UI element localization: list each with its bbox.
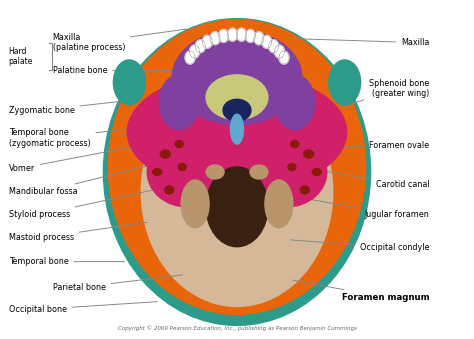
Ellipse shape <box>172 30 302 125</box>
Ellipse shape <box>262 35 272 48</box>
Ellipse shape <box>274 45 284 58</box>
Text: Mastoid process: Mastoid process <box>9 222 147 242</box>
Text: Copyright © 2009 Pearson Education, Inc., publishing as Pearson Benjamin Cumming: Copyright © 2009 Pearson Education, Inc.… <box>118 326 356 331</box>
Ellipse shape <box>103 19 371 325</box>
Ellipse shape <box>275 75 315 129</box>
Ellipse shape <box>195 40 205 53</box>
Ellipse shape <box>288 163 296 171</box>
Ellipse shape <box>301 186 310 194</box>
Ellipse shape <box>291 141 299 147</box>
Ellipse shape <box>210 32 220 45</box>
Text: Foramen magnum: Foramen magnum <box>292 280 429 302</box>
Ellipse shape <box>202 35 212 48</box>
Text: Parietal bone: Parietal bone <box>53 275 182 292</box>
Ellipse shape <box>164 186 173 194</box>
Ellipse shape <box>228 28 237 41</box>
Text: Occipital condyle: Occipital condyle <box>291 240 429 252</box>
Ellipse shape <box>304 150 314 158</box>
Ellipse shape <box>250 165 268 179</box>
Text: Temporal bone
(zygomatic process): Temporal bone (zygomatic process) <box>9 128 133 148</box>
Ellipse shape <box>190 45 200 58</box>
Ellipse shape <box>206 75 268 120</box>
Text: Foramen ovale: Foramen ovale <box>319 141 429 149</box>
Text: Palatine bone: Palatine bone <box>53 66 189 75</box>
Ellipse shape <box>237 28 246 41</box>
Text: Styloid process: Styloid process <box>9 188 160 219</box>
Ellipse shape <box>219 29 228 42</box>
Text: Carotid canal: Carotid canal <box>310 168 429 190</box>
Ellipse shape <box>147 137 227 207</box>
Text: Zygomatic bone: Zygomatic bone <box>9 101 128 115</box>
Ellipse shape <box>254 32 264 45</box>
Ellipse shape <box>128 73 346 192</box>
Ellipse shape <box>246 29 255 42</box>
Text: Temporal bone: Temporal bone <box>9 257 125 266</box>
Text: Vomer: Vomer <box>9 129 228 173</box>
Ellipse shape <box>279 51 289 64</box>
Ellipse shape <box>223 99 251 121</box>
Text: Mandibular fossa: Mandibular fossa <box>9 163 161 196</box>
Ellipse shape <box>312 168 321 176</box>
Ellipse shape <box>109 20 365 314</box>
Ellipse shape <box>206 167 268 247</box>
Ellipse shape <box>160 150 170 158</box>
Ellipse shape <box>265 180 293 228</box>
Ellipse shape <box>141 77 333 306</box>
Ellipse shape <box>247 137 327 207</box>
Ellipse shape <box>185 51 195 64</box>
Ellipse shape <box>153 168 162 176</box>
Ellipse shape <box>269 40 279 53</box>
Text: Maxilla: Maxilla <box>292 38 429 47</box>
Ellipse shape <box>178 163 186 171</box>
Text: Maxilla
(palatine process): Maxilla (palatine process) <box>53 29 187 52</box>
Ellipse shape <box>159 75 199 129</box>
Text: Jugular foramen: Jugular foramen <box>304 198 429 219</box>
Ellipse shape <box>230 114 244 144</box>
Text: Hard
palate: Hard palate <box>9 47 33 66</box>
Ellipse shape <box>175 141 183 147</box>
Text: Occipital bone: Occipital bone <box>9 302 157 314</box>
Ellipse shape <box>113 60 145 105</box>
Ellipse shape <box>181 180 209 228</box>
Ellipse shape <box>206 165 224 179</box>
Ellipse shape <box>329 60 361 105</box>
Text: Sphenoid bone
(greater wing): Sphenoid bone (greater wing) <box>340 79 429 107</box>
